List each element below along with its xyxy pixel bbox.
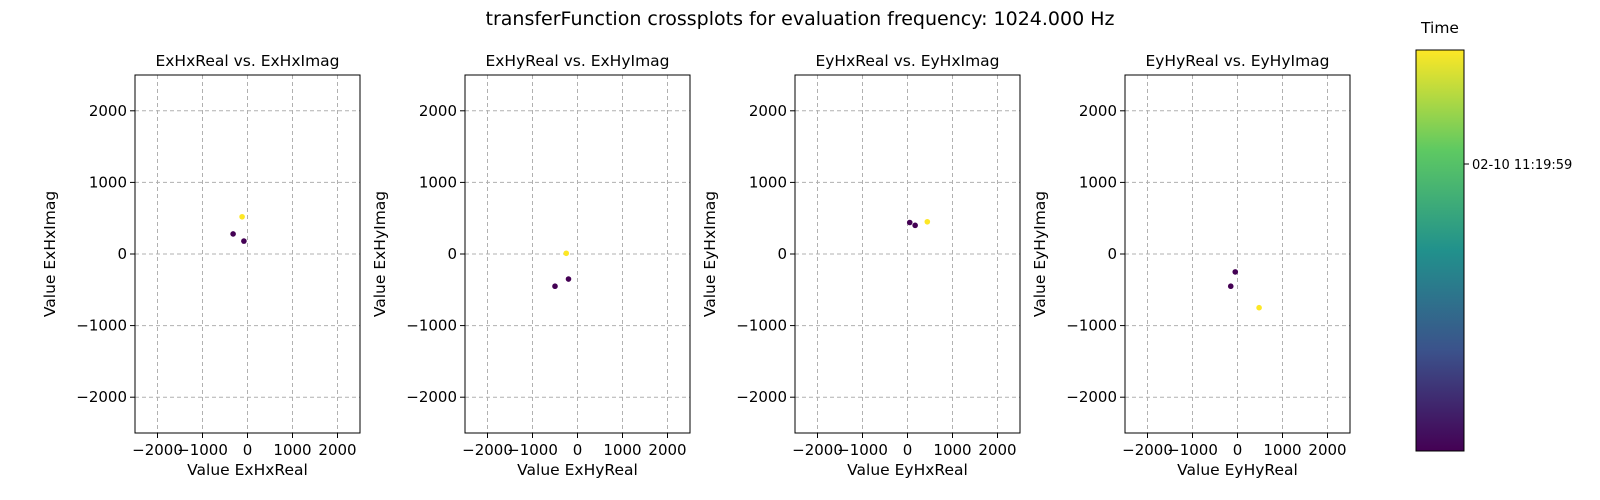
data-point: [1256, 304, 1262, 311]
x-tick-label: −1000: [837, 441, 888, 459]
y-tick-label: 2000: [89, 102, 127, 120]
x-tick-label: 2000: [648, 441, 686, 459]
x-tick-label: 1000: [273, 441, 311, 459]
x-tick-label: 1000: [933, 441, 971, 459]
time-colorbar: Time 02-10 11:19:59: [1415, 19, 1572, 452]
y-tick-label: 2000: [749, 102, 787, 120]
y-tick-label: 1000: [749, 173, 787, 191]
data-point: [1227, 283, 1234, 290]
colorbar-tick-label: 02-10 11:19:59: [1472, 158, 1572, 173]
subplot-4: −2000−1000 0 1000 2000−2000−1000010002000Ey…: [1031, 52, 1351, 479]
x-axis-label: Value ExHyReal: [517, 461, 638, 479]
x-axis-label: Value EyHxReal: [847, 461, 968, 479]
x-tick-label: 2000: [318, 441, 356, 459]
subplot-title: EyHyReal vs. EyHyImag: [1145, 52, 1329, 70]
x-tick-label: −2000: [462, 441, 513, 459]
y-tick-label: 0: [117, 245, 127, 263]
data-point: [241, 238, 247, 244]
y-tick-label: 0: [777, 245, 787, 263]
y-tick-label: −1000: [76, 317, 127, 335]
x-tick-label: 1000: [603, 441, 641, 459]
y-tick-label: 2000: [1079, 102, 1117, 120]
data-point: [552, 283, 558, 290]
y-tick-label: −2000: [736, 388, 787, 406]
y-tick-label: 2000: [419, 102, 457, 120]
colorbar-label: Time: [1420, 19, 1459, 37]
data-point: [924, 218, 931, 225]
y-axis-label: Value EyHyImag: [1031, 191, 1049, 317]
subplot-title: EyHxReal vs. EyHxImag: [815, 52, 999, 70]
figure-title: transferFunction crossplots for evaluati…: [486, 8, 1115, 30]
x-tick-label: 1000: [1263, 441, 1301, 459]
x-tick-label: −2000: [132, 441, 183, 459]
y-tick-label: −2000: [1066, 388, 1117, 406]
y-tick-label: −2000: [406, 388, 457, 406]
y-axis-label: Value EyHxImag: [701, 191, 719, 317]
x-tick-label: −1000: [507, 441, 558, 459]
data-point: [906, 219, 913, 226]
subplot-title: ExHyReal vs. ExHyImag: [485, 52, 669, 70]
y-tick-label: −1000: [406, 317, 457, 335]
data-point: [230, 231, 236, 237]
x-tick-label: −2000: [792, 441, 843, 459]
y-axis-label: Value ExHyImag: [371, 191, 389, 317]
data-point: [239, 213, 245, 220]
x-tick-label: 2000: [978, 441, 1016, 459]
x-tick-label: −2000: [1122, 441, 1173, 459]
x-tick-label: 2000: [1308, 441, 1346, 459]
y-tick-label: −2000: [76, 388, 127, 406]
y-tick-label: −1000: [736, 317, 787, 335]
subplot-2: −2000−1000 0 1000 2000−2000−1000010002000Ex…: [371, 52, 691, 479]
x-tick-label: 0: [573, 441, 583, 459]
data-point: [563, 250, 570, 257]
y-tick-label: 1000: [89, 173, 127, 191]
subplot-3: −2000−1000 0 1000 2000−2000−1000010002000Ey…: [701, 52, 1021, 479]
y-tick-label: 1000: [1079, 173, 1117, 191]
subplot-title: ExHxReal vs. ExHxImag: [155, 52, 339, 70]
data-point: [1232, 269, 1239, 275]
y-tick-label: −1000: [1066, 317, 1117, 335]
subplot-1: −2000−1000 0 1000 2000−2000−1000010002000Ex…: [41, 52, 361, 479]
x-tick-label: −1000: [1167, 441, 1218, 459]
data-point: [912, 222, 918, 229]
x-tick-label: 0: [1233, 441, 1243, 459]
y-tick-label: 0: [1107, 245, 1117, 263]
y-tick-label: 1000: [419, 173, 457, 191]
x-tick-label: −1000: [177, 441, 228, 459]
x-tick-label: 0: [243, 441, 253, 459]
y-tick-label: 0: [447, 245, 457, 263]
x-tick-label: 0: [903, 441, 913, 459]
colorbar-gradient: [1415, 49, 1465, 452]
x-axis-label: Value ExHxReal: [187, 461, 308, 479]
x-axis-label: Value EyHyReal: [1177, 461, 1298, 479]
subplot-panels: −2000−1000 0 1000 2000−2000−1000010002000Ex…: [41, 52, 1351, 479]
data-point: [565, 276, 572, 282]
y-axis-label: Value ExHxImag: [41, 191, 59, 317]
